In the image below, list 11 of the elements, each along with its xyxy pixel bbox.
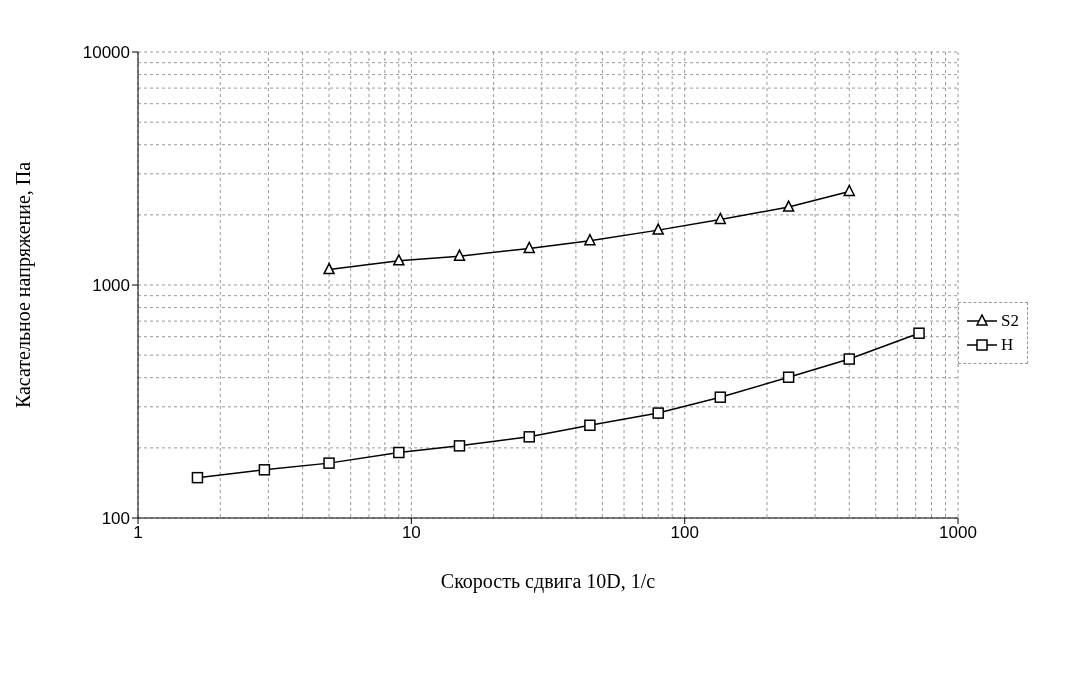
x-tick-label: 1 (133, 523, 143, 543)
legend-label: H (1001, 335, 1014, 355)
y-axis-title: Касательное напряжение, Па (12, 161, 36, 409)
y-tick-label: 10000 (82, 43, 130, 63)
legend-label: S2 (1001, 311, 1019, 331)
y-tick-label: 1000 (92, 276, 130, 296)
x-axis-title: Скорость сдвига 10D, 1/с (440, 570, 656, 593)
x-tick-label: 100 (670, 523, 699, 543)
y-tick-label: 100 (101, 509, 130, 529)
x-tick-label: 10 (401, 523, 421, 543)
x-tick-label: 1000 (939, 523, 977, 543)
